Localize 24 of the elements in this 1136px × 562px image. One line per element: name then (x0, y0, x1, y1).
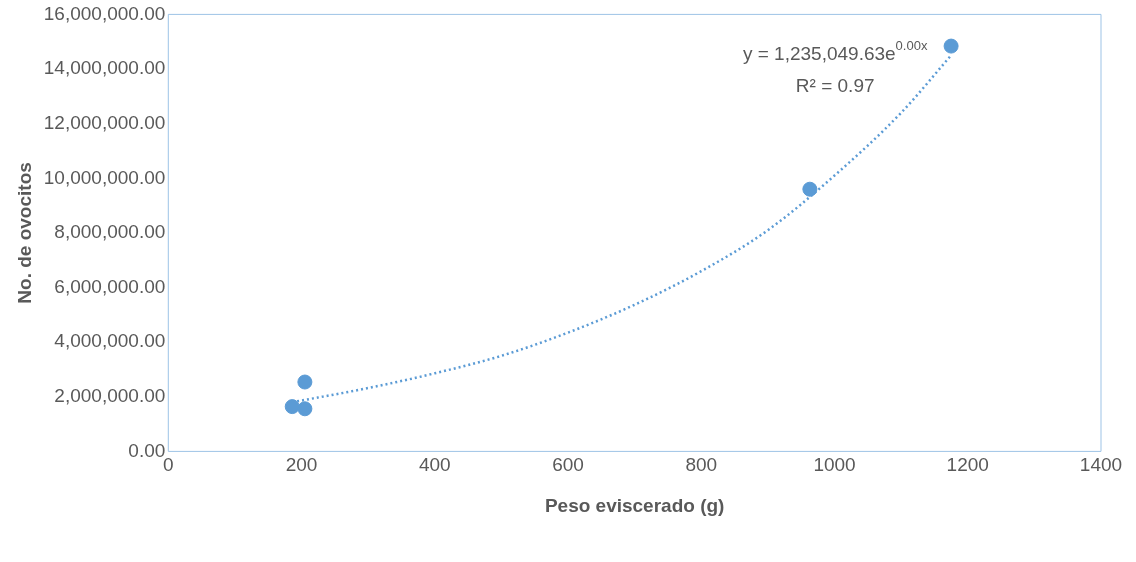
x-tick-label: 1400 (1079, 454, 1123, 476)
y-tick-label: 10,000,000.00 (43, 166, 166, 188)
y-tick-label: 2,000,000.00 (54, 385, 166, 407)
y-tick-label: 12,000,000.00 (43, 111, 166, 133)
x-axis-title: Peso eviscerado (g) (544, 494, 725, 516)
point (297, 401, 313, 417)
x-tick-label: 400 (418, 454, 451, 476)
point (297, 374, 313, 390)
y-tick-label: 14,000,000.00 (43, 57, 166, 79)
annotation: R² = 0.97 (795, 74, 875, 96)
y-tick-label: 16,000,000.00 (43, 2, 166, 24)
point (802, 181, 818, 197)
point (284, 399, 300, 415)
x-tick-label: 800 (685, 454, 718, 476)
x-tick-label: 0 (163, 454, 174, 476)
y-tick-label: 6,000,000.00 (54, 275, 166, 297)
y-axis-title: No. de ovocitos (13, 162, 35, 304)
x-tick-label: 600 (552, 454, 584, 476)
point (943, 38, 959, 54)
x-tick-label: 200 (285, 454, 318, 476)
x-tick-label: 1200 (946, 454, 989, 476)
x-tick-label: 1000 (813, 454, 856, 476)
y-tick-label: 4,000,000.00 (54, 330, 166, 352)
y-tick-label: 8,000,000.00 (54, 221, 166, 243)
